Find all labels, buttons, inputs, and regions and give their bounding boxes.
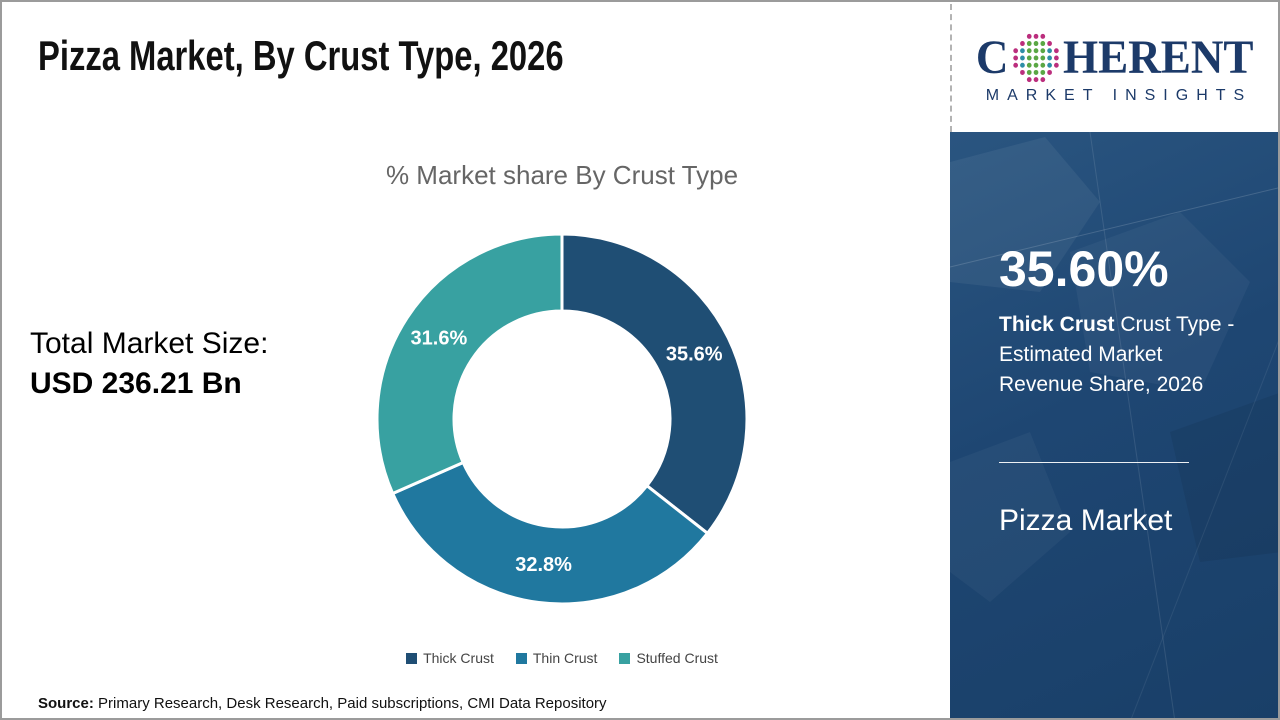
globe-dot: [1033, 76, 1039, 82]
globe-dot: [1040, 69, 1046, 75]
globe-dot: [1026, 69, 1032, 75]
source-label: Source:: [38, 695, 94, 712]
logo-tagline: MARKET INSIGHTS: [985, 86, 1253, 104]
globe-dot: [1040, 47, 1046, 53]
globe-dot: [1040, 40, 1046, 46]
slice-label: 35.6%: [666, 344, 723, 366]
globe-dot: [1047, 54, 1052, 61]
legend-label: Stuffed Crust: [636, 650, 718, 666]
sidebar-stat-highlight: Thick Crust: [999, 313, 1115, 336]
globe-dot: [1020, 62, 1025, 68]
legend-swatch: [515, 652, 527, 664]
globe-dot: [1054, 47, 1059, 53]
logo: C HERENT MARKET INSIGHTS: [950, 4, 1278, 132]
slice-label: 32.8%: [515, 554, 572, 576]
legend-item-thick-crust: Thick Crust: [406, 650, 494, 666]
globe-dot: [1033, 33, 1039, 39]
legend-item-thin-crust: Thin Crust: [515, 650, 598, 666]
globe-dot: [1026, 33, 1032, 39]
globe-dot: [1047, 47, 1052, 53]
globe-dot: [1026, 62, 1032, 68]
legend-swatch: [406, 652, 418, 664]
sidebar-stat-text: Crust Type - Estimated Market Revenue Sh…: [999, 313, 1235, 396]
globe-dot: [1026, 54, 1032, 61]
slice-label: 31.6%: [411, 328, 468, 350]
globe-dot: [1047, 62, 1052, 68]
globe-dot: [1033, 40, 1039, 46]
sidebar-stat-value: 35.60%: [999, 241, 1169, 297]
world-map-texture: [950, 132, 1278, 718]
legend-item-stuffed-crust: Stuffed Crust: [619, 650, 718, 666]
legend-label: Thin Crust: [532, 650, 598, 666]
globe-dot: [1026, 76, 1032, 82]
globe-dot: [1020, 54, 1025, 61]
source-note: Source: Primary Research, Desk Research,…: [38, 695, 607, 712]
total-market-size: Total Market Size: USD 236.21 Bn: [30, 324, 268, 404]
sidebar-market-name: Pizza Market: [999, 504, 1173, 537]
page-title: Pizza Market, By Crust Type, 2026: [38, 32, 564, 79]
globe-dot: [1033, 47, 1039, 53]
chart-title: % Market share By Crust Type: [385, 160, 739, 190]
globe-dot: [1013, 47, 1018, 53]
legend-label: Thick Crust: [423, 650, 494, 666]
globe-dot: [1040, 62, 1046, 68]
globe-dot: [1054, 54, 1059, 61]
legend-swatch: [619, 652, 631, 664]
donut-slice-stuffed-crust: [375, 232, 564, 496]
globe-dot: [1013, 54, 1018, 61]
globe-dot: [1033, 54, 1039, 61]
total-market-size-label: Total Market Size:: [30, 327, 269, 360]
globe-dot: [1040, 76, 1046, 82]
globe-dot: [1033, 62, 1039, 68]
globe-dot: [1026, 47, 1032, 53]
globe-dot: [1033, 69, 1039, 75]
globe-dot: [1047, 69, 1052, 75]
globe-dot: [1047, 40, 1052, 46]
donut-slice-thick-crust: [560, 232, 749, 536]
globe-dot: [1040, 33, 1046, 39]
total-market-size-value: USD 236.21 Bn: [30, 367, 242, 400]
globe-dot: [1013, 62, 1018, 68]
logo-letters-rest: HERENT: [1063, 30, 1254, 84]
globe-dot: [1020, 69, 1025, 75]
globe-dot: [1040, 54, 1046, 61]
globe-dot: [1054, 62, 1059, 68]
globe-dot: [1020, 40, 1025, 46]
donut-chart: 35.6% 32.8% 31.6%: [375, 232, 749, 606]
sidebar-panel: 35.60% Thick Crust Crust Type - Estimate…: [950, 132, 1278, 718]
source-text: Primary Research, Desk Research, Paid su…: [93, 695, 607, 712]
sidebar-divider: [999, 462, 1189, 463]
logo-wordmark: C HERENT: [976, 30, 1254, 84]
donut-slice-thin-crust: [390, 460, 710, 606]
globe-dot: [1026, 40, 1032, 46]
chart-legend: Thick Crust Thin Crust Stuffed Crust: [182, 650, 942, 666]
globe-dots-icon: [1013, 33, 1059, 82]
globe-dot: [1020, 47, 1025, 53]
logo-letter-c: C: [976, 30, 1009, 84]
sidebar-stat-description: Thick Crust Crust Type - Estimated Marke…: [999, 310, 1251, 400]
